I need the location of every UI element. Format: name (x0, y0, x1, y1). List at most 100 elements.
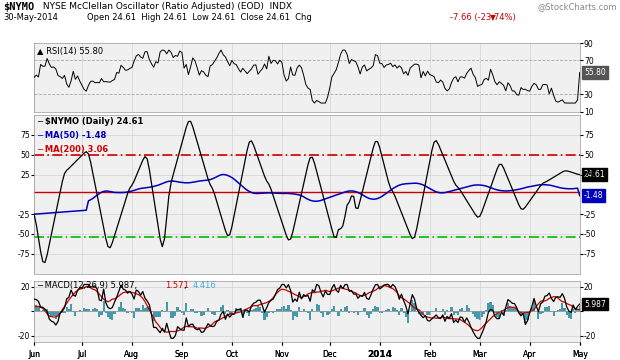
Bar (494, 311, 496, 313)
Bar (450, 307, 453, 311)
Bar (548, 306, 551, 311)
Bar (239, 309, 242, 311)
Bar (507, 303, 509, 311)
Bar (440, 311, 441, 312)
Bar (124, 309, 126, 311)
Text: $NYMO: $NYMO (3, 2, 34, 12)
Bar (322, 311, 324, 317)
Bar (564, 307, 565, 311)
Bar (248, 311, 250, 316)
Bar (466, 306, 467, 311)
Bar (70, 304, 72, 311)
Bar (120, 302, 122, 311)
Bar (79, 310, 81, 311)
Bar (153, 311, 155, 321)
Bar (33, 304, 35, 311)
Bar (414, 303, 415, 311)
Bar (394, 308, 396, 311)
Bar (211, 311, 213, 314)
Bar (526, 311, 529, 320)
Text: -7.66 (-23.74%): -7.66 (-23.74%) (450, 13, 515, 22)
Bar (57, 311, 59, 318)
Bar (98, 311, 100, 317)
Bar (113, 311, 115, 314)
Bar (264, 311, 265, 320)
Bar (363, 309, 366, 311)
Bar (272, 311, 274, 313)
Bar (35, 305, 37, 311)
Bar (422, 311, 424, 315)
Bar (342, 311, 344, 312)
Bar (552, 311, 555, 316)
Bar (357, 311, 359, 315)
Bar (231, 311, 233, 312)
Bar (546, 307, 548, 311)
Bar (220, 307, 222, 311)
Bar (118, 307, 120, 311)
Bar (490, 302, 492, 311)
Bar (368, 311, 370, 318)
Text: 30-May-2014: 30-May-2014 (3, 13, 58, 22)
Bar (83, 308, 85, 311)
Bar (441, 309, 444, 311)
Bar (505, 310, 507, 311)
Text: 1.571: 1.571 (165, 282, 189, 291)
Bar (190, 309, 192, 311)
Bar (196, 311, 198, 313)
Bar (179, 310, 181, 311)
Bar (324, 311, 327, 312)
Bar (381, 311, 383, 312)
Bar (100, 311, 102, 315)
Bar (277, 309, 278, 311)
Bar (203, 311, 205, 315)
Bar (250, 310, 252, 311)
Bar (50, 311, 53, 316)
Text: ─ MA(50) -1.48: ─ MA(50) -1.48 (37, 131, 106, 140)
Bar (411, 300, 414, 311)
Bar (318, 305, 320, 311)
Text: 24.61: 24.61 (584, 170, 606, 179)
Bar (87, 310, 89, 311)
Bar (207, 308, 209, 311)
Bar (268, 311, 270, 313)
Bar (372, 310, 374, 311)
Bar (107, 311, 109, 317)
Bar (55, 311, 57, 319)
Bar (226, 310, 229, 311)
Bar (135, 308, 138, 311)
Bar (487, 302, 490, 311)
Bar (185, 303, 187, 311)
Bar (85, 309, 87, 311)
Bar (237, 309, 239, 311)
Bar (435, 308, 437, 311)
Bar (551, 311, 552, 312)
Bar (512, 307, 513, 311)
Bar (166, 302, 168, 311)
Text: Open 24.61  High 24.61  Low 24.61  Close 24.61  Chg: Open 24.61 High 24.61 Low 24.61 Close 24… (87, 13, 314, 22)
Bar (500, 311, 503, 312)
Bar (283, 306, 285, 311)
Bar (109, 311, 111, 319)
Bar (516, 310, 518, 311)
Bar (513, 308, 516, 311)
Bar (259, 307, 261, 311)
Bar (376, 307, 379, 311)
Bar (265, 311, 268, 316)
Bar (379, 311, 381, 313)
Bar (570, 311, 572, 319)
Bar (329, 311, 331, 314)
Bar (170, 311, 172, 318)
Bar (578, 306, 581, 311)
Bar (459, 309, 461, 311)
Bar (374, 306, 376, 311)
Text: @StockCharts.com: @StockCharts.com (538, 2, 617, 11)
Bar (401, 308, 402, 311)
Bar (420, 311, 422, 315)
Bar (574, 311, 577, 312)
Bar (235, 308, 237, 311)
Bar (216, 311, 218, 312)
Bar (74, 311, 76, 316)
Bar (479, 311, 480, 320)
Text: 4.416: 4.416 (192, 282, 216, 291)
Bar (355, 311, 357, 312)
